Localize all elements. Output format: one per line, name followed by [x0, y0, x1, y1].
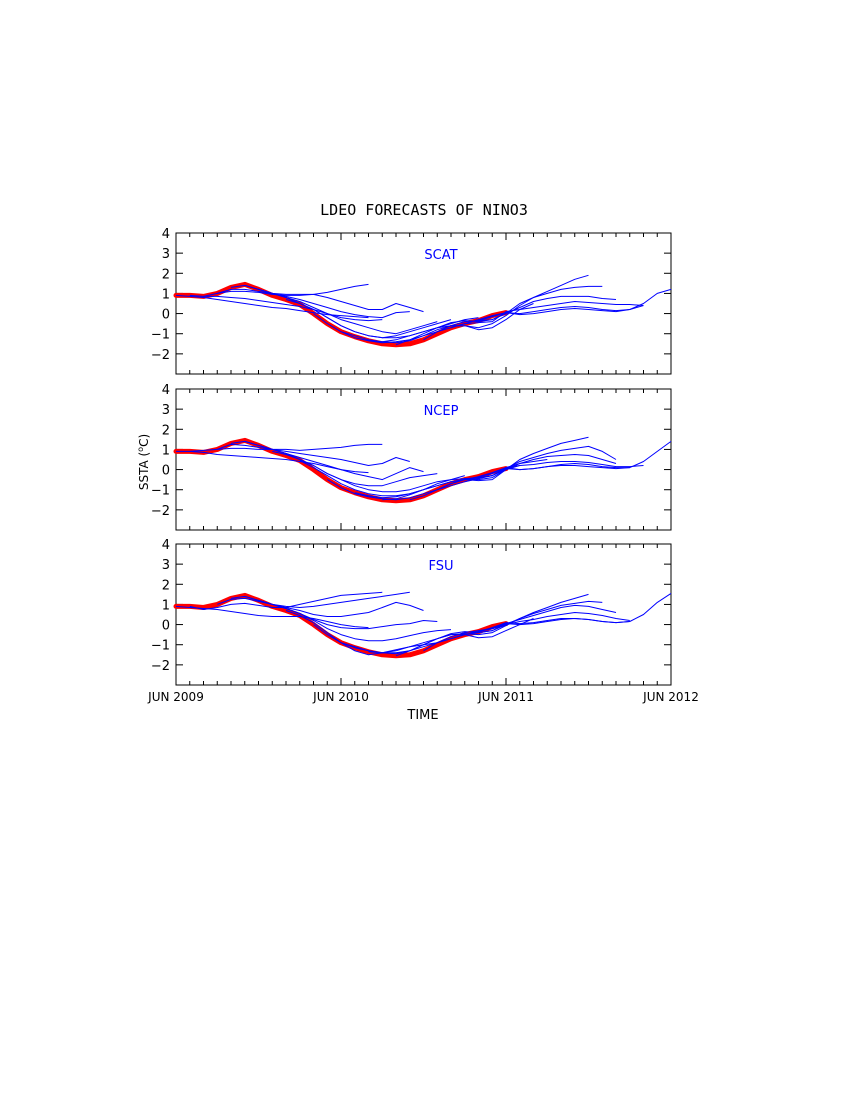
y-tick-label: 4 — [162, 383, 170, 398]
x-tick-label: JUN 2011 — [477, 690, 534, 704]
y-axis-label-unit: C) — [137, 434, 151, 447]
panels: 4 3 2 1 0 −1 −2 SCAT 4 3 2 1 0 −1 −2 NCEP 4 3 2 1 0 −1 −2 JUN 2… — [147, 227, 699, 704]
forecast-series-6 — [244, 284, 438, 335]
y-tick-label: 4 — [162, 538, 170, 553]
x-tick-label: JUN 2010 — [312, 690, 369, 704]
forecast-series-5 — [244, 595, 438, 630]
x-tick-label: JUN 2009 — [147, 690, 204, 704]
forecast-series-6 — [272, 450, 465, 493]
y-tick-label: −1 — [151, 484, 170, 499]
y-tick-label: −1 — [151, 328, 170, 343]
forecast-series-7 — [285, 610, 479, 656]
forecast-series-13 — [423, 295, 617, 341]
forecast-series-6 — [258, 599, 452, 642]
forecast-series-4 — [217, 288, 410, 319]
forecast-series-11 — [409, 445, 617, 501]
panel-fsu: 4 3 2 1 0 −1 −2 JUN 2009 JUN 2010 JUN 2011 JUN 201… — [147, 538, 699, 704]
y-tick-label: 4 — [162, 227, 170, 242]
y-tick-label: 3 — [162, 558, 170, 573]
panel-ncep: 4 3 2 1 0 −1 −2 NCEP — [151, 383, 672, 531]
forecast-series-3 — [203, 283, 369, 297]
y-tick-label: 0 — [162, 619, 170, 634]
y-axis-label: SSTA (oC) — [136, 434, 151, 490]
y-axis-label-text: SSTA ( — [137, 452, 151, 490]
forecast-series-5 — [244, 440, 438, 487]
forecast-series-14 — [478, 440, 672, 478]
forecast-series-15 — [505, 465, 630, 471]
forecast-series-10 — [382, 436, 589, 501]
y-tick-label: 0 — [162, 464, 170, 479]
y-tick-label: 0 — [162, 308, 170, 323]
forecast-series-10 — [368, 593, 589, 654]
y-tick-label: −1 — [151, 639, 170, 654]
y-tick-label: 2 — [162, 423, 170, 438]
observed-series — [173, 281, 509, 348]
y-tick-label: −2 — [151, 659, 170, 674]
panel-label-fsu: FSU — [428, 559, 453, 574]
forecast-series-8 — [285, 299, 479, 339]
forecast-series-11 — [368, 274, 589, 343]
forecast-series-3 — [217, 591, 410, 608]
panel-scat: 4 3 2 1 0 −1 −2 SCAT — [151, 227, 672, 375]
forecast-series-8 — [313, 624, 507, 654]
forecast-series-2 — [189, 294, 383, 322]
forecast-series-3 — [217, 443, 410, 466]
figure-title: LDEO FORECASTS OF NINO3 — [320, 201, 528, 219]
y-tick-label: 3 — [162, 403, 170, 418]
forecast-series-2 — [189, 443, 383, 452]
forecast-series-1 — [175, 294, 369, 319]
y-tick-label: 1 — [162, 287, 170, 302]
y-axis-label-degree: o — [136, 447, 145, 452]
forecast-series-14 — [450, 301, 644, 329]
forecast-series-10 — [340, 303, 534, 344]
forecast-series-9 — [354, 459, 548, 499]
forecast-series-12 — [423, 604, 617, 652]
forecast-series-13 — [464, 461, 644, 481]
forecast-series-13 — [450, 612, 630, 640]
y-tick-label: 3 — [162, 247, 170, 262]
y-tick-label: 1 — [162, 443, 170, 458]
y-tick-label: 1 — [162, 598, 170, 613]
x-tick-label: JUN 2012 — [642, 690, 699, 704]
panel-label-scat: SCAT — [424, 248, 457, 263]
x-axis-label: TIME — [406, 708, 438, 723]
forecast-series-15 — [505, 618, 630, 626]
observed-series — [173, 437, 509, 504]
y-tick-label: −2 — [151, 348, 170, 363]
y-tick-label: 2 — [162, 578, 170, 593]
panel-label-ncep: NCEP — [424, 404, 459, 419]
y-tick-label: 2 — [162, 267, 170, 282]
observed-series — [173, 592, 509, 659]
y-tick-label: −2 — [151, 504, 170, 519]
forecast-series-16 — [505, 305, 644, 316]
